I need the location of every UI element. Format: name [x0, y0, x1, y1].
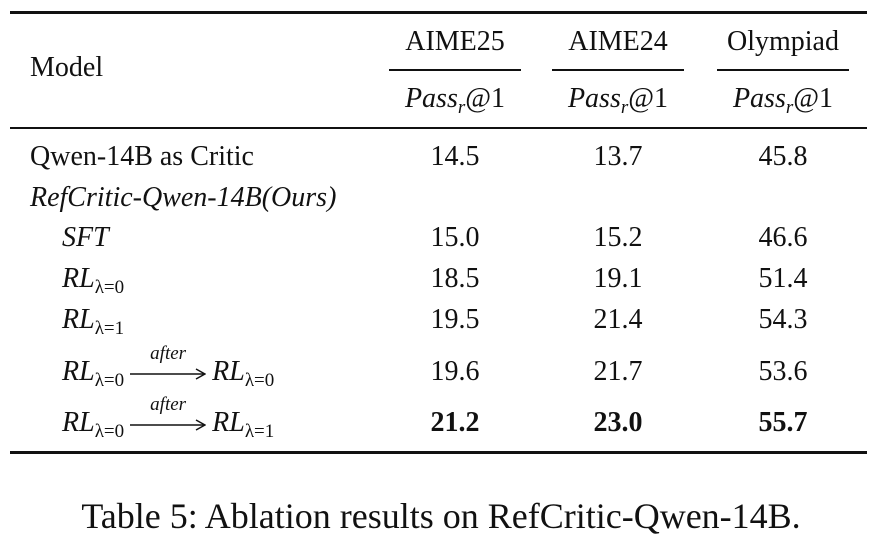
cell-value: 46.6 [758, 222, 808, 253]
cell-value: 54.3 [758, 304, 808, 335]
label-sub: λ=0 [94, 421, 125, 442]
label-target-base: RL [212, 356, 245, 387]
metric-base: Pass [567, 83, 621, 114]
cell-value: 45.8 [758, 141, 808, 172]
row-label: SFT [62, 224, 109, 252]
metric-suffix: @1 [465, 83, 506, 114]
metric-suffix: @1 [628, 83, 669, 114]
metric-base: Pass [732, 83, 786, 114]
caption: Table 5: Ablation results on RefCritic-Q… [81, 496, 801, 536]
cell-value: 53.6 [758, 356, 808, 387]
cell-value: 21.4 [593, 304, 643, 335]
label-target-sub: λ=0 [244, 370, 275, 391]
cell-value: 19.6 [430, 356, 480, 387]
label-sub: λ=1 [94, 318, 125, 339]
metric-base: Pass [404, 83, 458, 114]
arrow-label: after [150, 393, 187, 415]
cell-value: 13.7 [593, 141, 643, 172]
rule [10, 11, 867, 14]
column-name: AIME25 [405, 26, 505, 57]
cell-value: 15.0 [430, 222, 480, 253]
row-label: RLλ=1 [62, 304, 124, 339]
rule [389, 69, 521, 71]
metric-sub: r [457, 97, 466, 118]
cell-value: 23.0 [593, 407, 643, 438]
cell-value: 55.7 [758, 407, 808, 438]
row-label: RLλ=0 [62, 263, 124, 298]
cell-value: 51.4 [758, 263, 808, 294]
cell-value: 21.7 [593, 356, 643, 387]
rule [717, 69, 849, 71]
cell-value: 21.2 [430, 407, 480, 438]
header-model: Model [30, 52, 104, 83]
metric-sub: r [620, 97, 629, 118]
cell-value: 15.2 [593, 222, 643, 253]
column-metric: Passr@1 [567, 83, 669, 118]
metric-suffix: @1 [793, 83, 834, 114]
column-name: AIME24 [568, 26, 668, 57]
column-metric: Passr@1 [732, 83, 834, 118]
label-base: RL [62, 304, 95, 335]
cell-value: 18.5 [430, 263, 480, 294]
label-sub: λ=0 [94, 277, 125, 298]
column-name: Olympiad [727, 26, 839, 57]
arrow-shape [130, 367, 207, 380]
rule [10, 451, 867, 454]
row-label: Qwen-14B as Critic [30, 141, 254, 172]
label-base: RL [62, 356, 95, 387]
label-base: RL [62, 263, 95, 294]
cell-value: 14.5 [430, 141, 480, 172]
row-label: RefCritic-Qwen-14B(Ours) [30, 182, 337, 213]
label-sub: λ=0 [94, 370, 125, 391]
label-base: RL [62, 407, 95, 438]
cell-value: 19.1 [593, 263, 643, 294]
cell-value: 19.5 [430, 304, 480, 335]
rule [552, 69, 684, 71]
arrow-label: after [150, 342, 187, 364]
metric-sub: r [785, 97, 794, 118]
label-target-base: RL [212, 407, 245, 438]
column-metric: Passr@1 [404, 83, 506, 118]
rule [10, 127, 867, 129]
row-label: RLλ=0 after RLλ=0 [62, 344, 274, 390]
label-target-sub: λ=1 [244, 421, 275, 442]
label-base: SFT [62, 222, 109, 253]
row-label: RLλ=0 after RLλ=1 [62, 395, 274, 441]
arrow-shape [130, 418, 207, 431]
arrow: after [130, 344, 207, 384]
arrow: after [130, 395, 207, 435]
